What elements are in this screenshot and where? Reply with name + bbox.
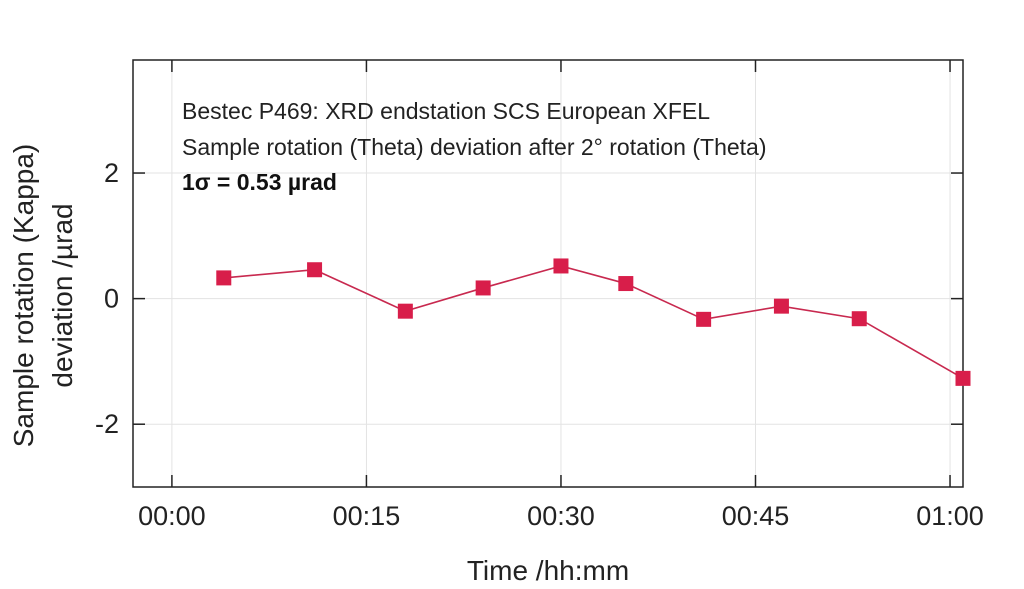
data-point-marker	[618, 276, 634, 292]
x-tick-label: 00:00	[138, 501, 206, 531]
y-tick-label: 0	[104, 284, 119, 314]
axis-ticks	[133, 60, 963, 487]
y-tick-labels: -2 0 2	[95, 158, 119, 439]
y-tick-label: -2	[95, 409, 119, 439]
x-tick-label: 00:30	[527, 501, 595, 531]
x-tick-labels: 00:00 00:15 00:30 00:45 01:00	[138, 501, 984, 531]
x-tick-label: 01:00	[916, 501, 984, 531]
data-point-marker	[773, 298, 789, 314]
y-tick-label: 2	[104, 158, 119, 188]
data-point-marker	[475, 280, 491, 296]
plot-frame	[132, 59, 964, 488]
x-tick-label: 00:15	[333, 501, 401, 531]
data-point-marker	[851, 311, 867, 327]
y-axis-title-line-2: deviation /µrad	[47, 203, 78, 387]
data-point-marker	[307, 262, 323, 278]
series-line	[223, 265, 964, 380]
grid-lines	[133, 60, 963, 487]
data-point-marker	[397, 303, 413, 319]
data-markers	[216, 258, 971, 386]
data-point-marker	[216, 270, 232, 286]
data-point-marker	[696, 311, 712, 327]
annotation-instrument: Bestec P469: XRD endstation SCS European…	[182, 98, 710, 124]
x-tick-label: 00:45	[722, 501, 790, 531]
data-point-marker	[553, 258, 569, 274]
annotation-description: Sample rotation (Theta) deviation after …	[182, 134, 767, 160]
data-point-marker	[955, 370, 971, 386]
annotation-sigma: 1σ = 0.53 µrad	[182, 169, 337, 195]
x-axis-title: Time /hh:mm	[467, 555, 629, 586]
y-axis-title-line-1: Sample rotation (Kappa)	[8, 144, 39, 448]
